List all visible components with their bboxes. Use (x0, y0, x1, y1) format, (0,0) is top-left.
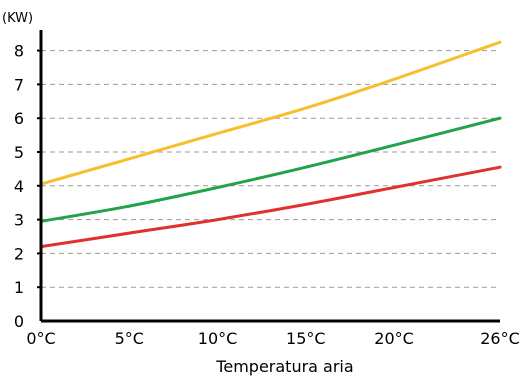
series-lines (39, 40, 502, 249)
x-tick-label: 15°C (286, 329, 326, 348)
x-tick-label: 0°C (26, 329, 55, 348)
y-tick-label: 5 (14, 143, 24, 162)
y-tick-label: 2 (14, 244, 24, 263)
y-tick-label: 4 (14, 177, 24, 196)
y-tick-label: 3 (14, 211, 24, 230)
y-tick-label: 8 (14, 42, 24, 61)
y-tick-label: 1 (14, 278, 24, 297)
gridlines (41, 50, 500, 288)
y-tick-labels: 0 1 2 3 4 5 6 7 8 (14, 42, 24, 331)
y-tick-label: 7 (14, 75, 24, 94)
y-unit-label: (KW) (2, 11, 33, 26)
x-tick-label: 20°C (374, 329, 414, 348)
x-axis-label: Temperatura aria (215, 357, 353, 376)
series-line (39, 165, 502, 249)
x-tick-label: 10°C (198, 329, 238, 348)
series-line (39, 116, 502, 223)
y-tick-label: 0 (14, 312, 24, 331)
axes (37, 30, 500, 323)
x-tick-label: 26°C (480, 329, 520, 348)
y-tick-label: 6 (14, 109, 24, 128)
x-tick-label: 5°C (115, 329, 144, 348)
x-tick-labels: 0°C 5°C 10°C 15°C 20°C 26°C (26, 329, 519, 348)
series-line (39, 40, 502, 186)
